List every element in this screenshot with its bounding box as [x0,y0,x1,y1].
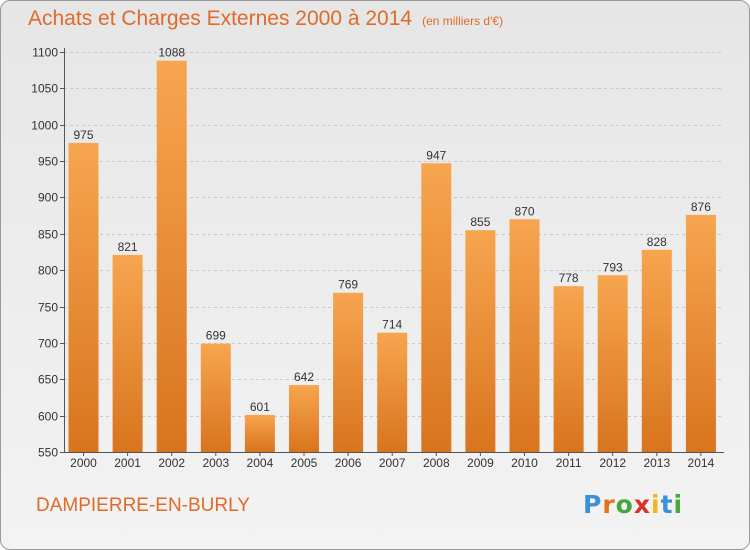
data-label: 821 [118,240,138,254]
data-label: 870 [514,204,534,218]
y-tick-label: 550 [38,446,58,460]
x-tick-label: 2000 [70,456,97,470]
y-tick-label: 950 [38,155,58,169]
bars [68,60,716,453]
data-label: 642 [294,370,314,384]
x-tick-label: 2008 [423,456,450,470]
data-label: 947 [426,148,446,162]
y-tick-label: 600 [38,410,58,424]
y-tick-label: 850 [38,228,58,242]
labels: 550 600 650 700 750 800 850 900 950 1000 1050 1100 9… [31,46,714,471]
y-tick-label: 750 [38,301,58,315]
bar-2001 [112,254,143,452]
x-tick-label: 2004 [247,456,274,470]
y-tick-label: 700 [38,337,58,351]
logo-letter: o [615,490,634,519]
y-tick-label: 1100 [32,46,58,60]
data-label: 828 [647,235,667,249]
x-tick-label: 2010 [511,456,538,470]
x-tick-label: 2007 [379,456,406,470]
x-tick-label: 2011 [556,456,582,470]
logo-letter: r [602,490,616,519]
x-tick-label: 2002 [158,456,185,470]
x-tick-label: 2003 [202,456,229,470]
data-label: 778 [559,271,579,285]
logo-letter: t [660,490,674,519]
bar-2003 [200,343,231,452]
data-label: 855 [470,215,490,229]
x-tick-label: 2001 [114,456,141,470]
logo-letter: x [633,490,651,519]
chart-unit-text: (en milliers d'€) [422,14,504,28]
axes [60,48,724,456]
logo-letter: P [583,490,603,519]
bar-2012 [597,275,628,452]
data-label: 793 [603,260,623,274]
y-tick-label: 800 [38,264,58,278]
y-tick-label: 1050 [31,82,58,96]
bar-2002 [156,60,187,453]
x-tick-label: 2012 [599,456,626,470]
bar-2010 [509,219,540,452]
data-label: 769 [338,278,358,292]
data-label: 876 [691,200,711,214]
chart-title: Achats et Charges Externes 2000 à 2014 (e… [28,7,503,31]
logo-letter: i [651,490,661,519]
data-label: 1088 [158,46,185,60]
bar-2014 [685,214,716,452]
proxiti-logo: Proxiti [583,490,683,519]
x-tick-label: 2005 [291,456,318,470]
bar-2004 [244,414,275,452]
x-tick-label: 2006 [335,456,362,470]
data-label: 601 [250,400,270,414]
commune-name: DAMPIERRE-EN-BURLY [36,495,250,516]
logo-letter: i [673,490,684,519]
data-label: 714 [382,318,402,332]
y-tick-label: 650 [38,373,58,387]
data-label: 699 [206,329,226,343]
bar-2006 [333,292,364,452]
x-tick-label: 2014 [688,456,715,470]
x-tick-label: 2013 [643,456,670,470]
bar-2000 [68,142,99,452]
bar-2007 [377,332,408,452]
bar-2005 [289,385,319,452]
data-label: 975 [73,128,93,142]
y-tick-label: 1000 [31,119,58,133]
chart-title-text: Achats et Charges Externes 2000 à 2014 [28,7,413,30]
y-tick-label: 900 [38,191,58,205]
bar-2013 [641,249,672,452]
bar-2009 [465,230,496,452]
x-tick-label: 2009 [467,456,494,470]
bar-2011 [553,286,584,452]
bar-2008 [421,163,452,453]
